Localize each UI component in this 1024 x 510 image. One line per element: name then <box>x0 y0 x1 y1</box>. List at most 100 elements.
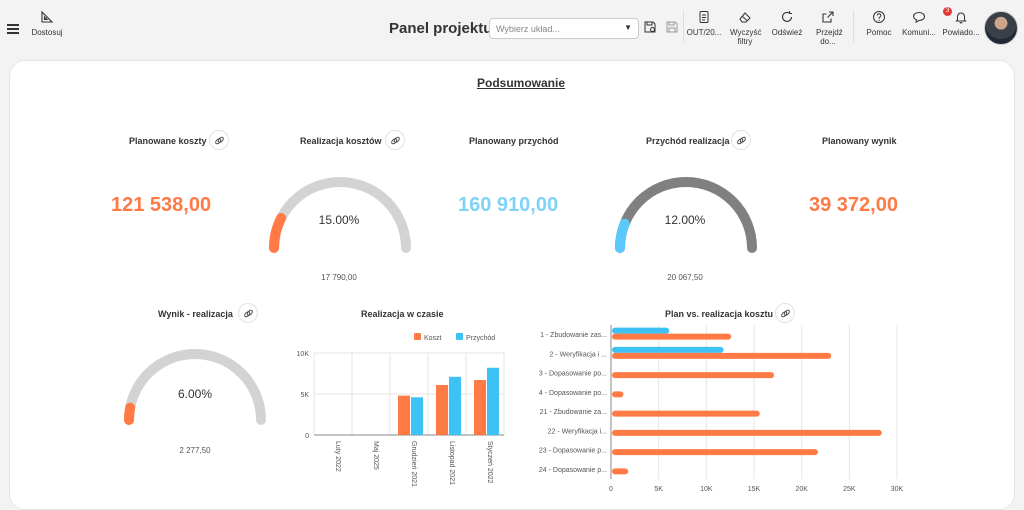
cost-realization-title: Realizacja kosztów <box>300 136 382 146</box>
layout-select[interactable]: Wybierz układ... ▼ <box>489 18 639 39</box>
bar[interactable] <box>612 429 882 436</box>
x-tick-label: 20K <box>795 486 808 493</box>
bar[interactable] <box>612 327 670 334</box>
time-chart: 0 5K 10K Luty 2022 Maj 2025 Grudzień 2021 List… <box>297 333 505 487</box>
messages-button[interactable]: Komuni... <box>900 10 938 37</box>
customize-button[interactable]: Dostosuj <box>30 10 64 37</box>
messages-label: Komuni... <box>902 28 936 37</box>
link-icon <box>214 136 224 144</box>
y-tick-label: 10K <box>297 351 310 358</box>
page-title: Panel projektu <box>389 20 493 37</box>
gauge-track <box>615 177 757 253</box>
gauge-fill <box>269 213 287 253</box>
x-tick-label: 25K <box>843 486 856 493</box>
legend-swatch <box>414 333 421 340</box>
out-label: OUT/20... <box>686 28 722 37</box>
bar[interactable] <box>612 468 629 475</box>
goto-label: Przejdź do... <box>816 28 843 46</box>
y-tick-label: 24 - Dopasowanie p... <box>539 467 607 474</box>
gauge-fill <box>124 402 136 425</box>
bar[interactable] <box>436 384 448 435</box>
cost-realization-link-button[interactable] <box>385 130 405 150</box>
planned-costs-link-button[interactable] <box>209 130 229 150</box>
result-realization-percent: 6.00% <box>177 387 213 401</box>
plan-vs-real-link-button[interactable] <box>775 303 795 323</box>
x-tick-label: Maj 2025 <box>372 441 379 470</box>
cost-realization-percent: 15.00% <box>318 213 360 227</box>
floppy-icon <box>666 21 678 33</box>
divider <box>683 10 684 42</box>
x-tick-label: Styczeń 2022 <box>486 441 493 484</box>
out-button[interactable]: OUT/20... <box>686 10 722 37</box>
user-avatar[interactable] <box>984 11 1018 45</box>
bar[interactable] <box>612 410 760 417</box>
x-tick-label: Listopad 2021 <box>448 441 455 485</box>
x-tick-label: 15K <box>748 486 761 493</box>
refresh-button[interactable]: Odśwież <box>770 10 804 37</box>
bar[interactable] <box>612 352 832 359</box>
summary-title: Podsumowanie <box>477 76 566 90</box>
eraser-icon <box>739 12 751 23</box>
layout-select-placeholder: Wybierz układ... <box>496 24 560 34</box>
y-tick-label: 2 - Weryfikacja i ... <box>550 351 607 358</box>
legend-label: Koszt <box>424 335 442 342</box>
help-label: Pomoc <box>866 28 892 37</box>
result-realization-title: Wynik - realizacja <box>158 309 233 319</box>
refresh-label: Odśwież <box>771 28 803 37</box>
bar[interactable] <box>474 380 486 435</box>
planned-costs-title: Planowane koszty <box>129 136 207 146</box>
bar[interactable] <box>612 449 818 456</box>
help-button[interactable]: Pomoc <box>863 10 895 37</box>
y-tick-label: 0 <box>305 433 309 440</box>
legend-label: Przychód <box>466 335 495 342</box>
link-icon <box>736 136 746 144</box>
bar[interactable] <box>411 397 423 435</box>
refresh-icon <box>781 11 793 22</box>
plan-vs-real-chart: 0 5K 10K 15K 20K 25K 30K 1 - Zbudowanie zas... 2… <box>539 325 904 493</box>
bar[interactable] <box>449 376 461 435</box>
goto-button[interactable]: Przejdź do... <box>811 10 845 46</box>
y-tick-label: 23 - Dopasowanie p... <box>539 448 607 455</box>
y-tick-label: 1 - Zbudowanie zas... <box>540 332 607 339</box>
planned-revenue-value: 160 910,00 <box>458 194 559 216</box>
document-icon <box>699 11 709 23</box>
chat-bubble-icon <box>912 11 926 23</box>
x-tick-label: 10K <box>700 486 713 493</box>
x-tick-label: 0 <box>609 486 613 493</box>
clear-filters-label: Wyczyść filtry <box>730 28 762 46</box>
hamburger-menu-icon[interactable] <box>7 24 19 34</box>
time-chart-title: Realizacja w czasie <box>361 309 444 319</box>
save-layout-button[interactable] <box>643 20 657 38</box>
bar[interactable] <box>612 346 724 353</box>
help-icon <box>873 11 885 23</box>
planned-result-title: Planowany wynik <box>822 136 897 146</box>
bar[interactable] <box>398 395 410 435</box>
link-icon <box>780 309 790 317</box>
notification-count-badge: 3 <box>943 7 952 16</box>
bar[interactable] <box>612 391 624 398</box>
y-tick-label: 21 - Zbudowanie za... <box>540 409 607 416</box>
clear-filters-button[interactable]: Wyczyść filtry <box>728 10 762 46</box>
bar[interactable] <box>612 372 775 379</box>
link-icon <box>390 136 400 144</box>
x-tick-label: 5K <box>654 486 663 493</box>
result-realization-link-button[interactable] <box>238 303 258 323</box>
cost-realization-amount: 17 790,00 <box>321 273 357 282</box>
save-button[interactable] <box>665 20 679 38</box>
revenue-realization-link-button[interactable] <box>731 130 751 150</box>
bar[interactable] <box>487 367 499 435</box>
customize-label: Dostosuj <box>31 28 63 37</box>
external-link-icon <box>822 11 834 23</box>
notifications-label: Powiado... <box>942 28 980 37</box>
caret-down-icon: ▼ <box>624 23 632 32</box>
legend-swatch <box>456 333 463 340</box>
x-tick-label: 30K <box>891 486 904 493</box>
planned-result-value: 39 372,00 <box>809 194 898 216</box>
bar[interactable] <box>612 333 732 340</box>
notifications-button[interactable]: Powiado... <box>942 10 980 37</box>
x-tick-label: Grudzień 2021 <box>410 441 417 487</box>
revenue-realization-gauge <box>614 177 757 253</box>
revenue-realization-amount: 20 067,50 <box>667 273 703 282</box>
divider <box>853 10 854 42</box>
gauge-fill <box>614 218 630 253</box>
